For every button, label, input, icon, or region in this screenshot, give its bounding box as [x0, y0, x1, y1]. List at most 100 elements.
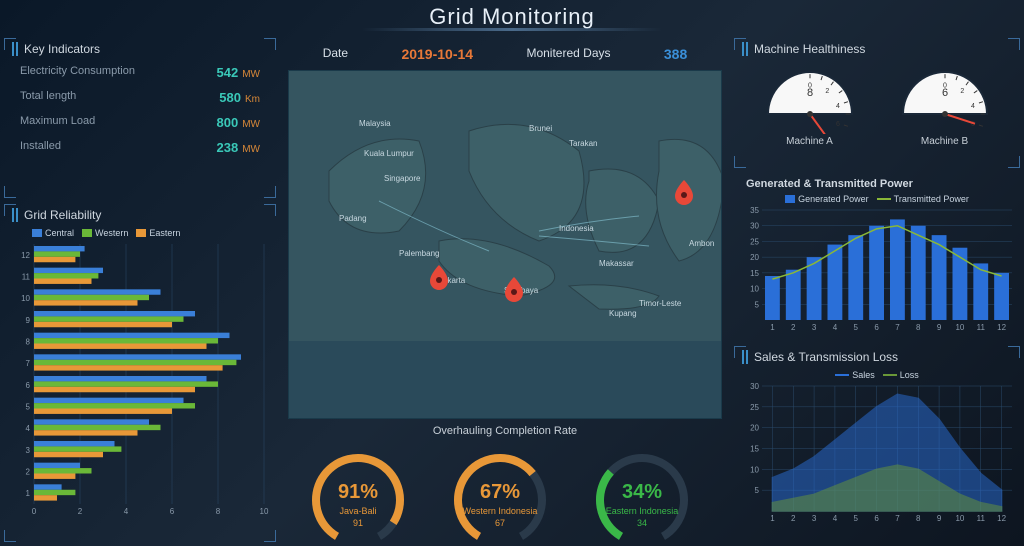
svg-text:8: 8	[806, 87, 812, 99]
svg-text:10: 10	[21, 294, 30, 303]
svg-text:6: 6	[941, 87, 947, 99]
overhaul-title: Overhauling Completion Rate	[284, 419, 726, 443]
svg-text:Western Indonesia: Western Indonesia	[463, 506, 538, 516]
svg-text:8: 8	[216, 507, 221, 516]
grid-reliability-chart: 0246810123456789101112	[12, 240, 272, 520]
gen-trans-chart: 5101520253035123456789101112	[742, 206, 1020, 336]
date-row: Date 2019-10-14 Monitered Days 388	[284, 38, 726, 70]
svg-text:Malaysia: Malaysia	[359, 119, 391, 128]
svg-text:11: 11	[977, 323, 986, 332]
svg-text:6: 6	[874, 323, 879, 332]
svg-text:2: 2	[78, 507, 83, 516]
svg-text:4: 4	[124, 507, 129, 516]
svg-text:4: 4	[836, 103, 840, 110]
svg-text:1: 1	[770, 323, 775, 332]
svg-text:6: 6	[170, 507, 175, 516]
overhaul-gauges: 91% Java-Bali 91 67% Western Indonesia 6…	[284, 443, 726, 542]
machine-gauge: 0246810 6 Machine B	[890, 64, 1000, 147]
svg-text:6: 6	[836, 121, 840, 128]
svg-text:10: 10	[750, 465, 759, 474]
ki-row: Maximum Load800MW	[12, 110, 268, 135]
svg-text:Tarakan: Tarakan	[569, 139, 597, 148]
svg-text:20: 20	[750, 424, 759, 433]
svg-text:9: 9	[937, 514, 942, 523]
svg-text:10: 10	[955, 323, 964, 332]
sales-loss-chart: 51015202530123456789101112	[742, 382, 1020, 532]
svg-text:11: 11	[22, 273, 31, 282]
grid-reliability-panel: Grid Reliability CentralWesternEastern 0…	[4, 204, 276, 542]
svg-text:3: 3	[812, 323, 817, 332]
svg-text:20: 20	[750, 253, 759, 262]
overhaul-gauge: 67% Western Indonesia 67	[445, 445, 565, 540]
svg-text:12: 12	[997, 514, 1006, 523]
gt-legend: Generated PowerTransmitted Power	[742, 192, 1012, 206]
svg-text:2: 2	[825, 88, 829, 95]
svg-text:7: 7	[26, 359, 31, 368]
svg-text:Eastern Indonesia: Eastern Indonesia	[606, 506, 679, 516]
page-title: Grid Monitoring	[0, 4, 1024, 30]
svg-text:5: 5	[755, 300, 760, 309]
svg-text:5: 5	[854, 323, 859, 332]
machine-health-panel: Machine Healthiness 0246810 8 Machine A …	[734, 38, 1020, 168]
gr-title: Grid Reliability	[24, 208, 101, 222]
svg-text:Timor-Leste: Timor-Leste	[639, 299, 682, 308]
svg-text:Indonesia: Indonesia	[559, 224, 594, 233]
title-bar: Grid Monitoring	[0, 0, 1024, 34]
ki-row: Installed238MW	[12, 135, 268, 160]
svg-text:7: 7	[895, 514, 900, 523]
days-label: Monitered Days	[526, 46, 610, 62]
svg-text:Padang: Padang	[339, 214, 367, 223]
svg-text:1: 1	[26, 489, 31, 498]
svg-text:12: 12	[997, 323, 1006, 332]
sl-legend: SalesLoss	[742, 368, 1012, 382]
days-value: 388	[664, 46, 687, 62]
map[interactable]: MalaysiaKuala LumpurSingaporePadangPalem…	[288, 70, 722, 419]
gr-legend: CentralWesternEastern	[12, 226, 268, 240]
svg-text:2: 2	[791, 323, 796, 332]
svg-text:67%: 67%	[480, 481, 520, 503]
svg-text:34: 34	[637, 518, 647, 528]
svg-text:6: 6	[26, 381, 31, 390]
svg-text:Makassar: Makassar	[599, 259, 634, 268]
svg-text:4: 4	[26, 424, 31, 433]
svg-text:25: 25	[750, 403, 759, 412]
svg-text:10: 10	[260, 507, 269, 516]
svg-text:Java-Bali: Java-Bali	[339, 506, 376, 516]
gen-trans-panel: Generated & Transmitted Power Generated …	[734, 172, 1020, 342]
svg-text:Kuala Lumpur: Kuala Lumpur	[364, 149, 414, 158]
overhaul-gauge: 91% Java-Bali 91	[303, 445, 423, 540]
svg-text:Ambon: Ambon	[689, 239, 714, 248]
sales-loss-panel: Sales & Transmission Loss SalesLoss 5101…	[734, 346, 1020, 542]
date-label: Date	[323, 46, 348, 62]
svg-text:4: 4	[971, 103, 975, 110]
svg-text:4: 4	[833, 514, 838, 523]
svg-text:30: 30	[750, 222, 759, 231]
svg-text:10: 10	[955, 514, 964, 523]
svg-text:30: 30	[750, 382, 759, 391]
svg-text:Kupang: Kupang	[609, 309, 637, 318]
svg-text:8: 8	[26, 338, 31, 347]
date-value: 2019-10-14	[401, 46, 473, 62]
svg-text:15: 15	[750, 445, 759, 454]
svg-text:1: 1	[770, 514, 775, 523]
ki-row: Total length580Km	[12, 85, 268, 110]
ki-row: Electricity Consumption542MW	[12, 60, 268, 85]
svg-text:5: 5	[755, 486, 760, 495]
svg-text:5: 5	[854, 514, 859, 523]
svg-text:25: 25	[750, 237, 759, 246]
svg-text:6: 6	[874, 514, 879, 523]
svg-text:2: 2	[26, 468, 31, 477]
overhaul-gauge: 34% Eastern Indonesia 34	[587, 445, 707, 540]
svg-text:Singapore: Singapore	[384, 174, 421, 183]
key-indicators-panel: Key Indicators Electricity Consumption54…	[4, 38, 276, 198]
svg-text:3: 3	[812, 514, 817, 523]
svg-text:8: 8	[916, 323, 921, 332]
svg-text:2: 2	[960, 88, 964, 95]
svg-text:7: 7	[895, 323, 900, 332]
mh-title: Machine Healthiness	[754, 42, 865, 56]
gt-title: Generated & Transmitted Power	[742, 176, 1012, 192]
svg-text:4: 4	[833, 323, 838, 332]
svg-text:5: 5	[26, 403, 31, 412]
svg-text:Brunei: Brunei	[529, 124, 552, 133]
svg-text:9: 9	[937, 323, 942, 332]
